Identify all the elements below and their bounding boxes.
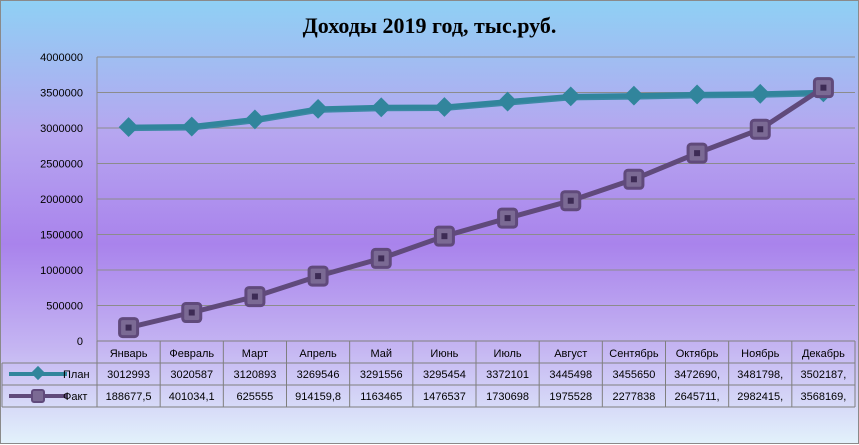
data-point-fact-center <box>315 273 322 280</box>
y-tick-label: 4000000 <box>40 52 83 64</box>
series-line-plan-shadow <box>128 94 824 132</box>
y-tick-label: 0 <box>77 336 83 348</box>
data-label: 1163465 <box>360 391 402 403</box>
data-label: 1975528 <box>549 391 592 403</box>
data-label: 3502187, <box>800 369 846 381</box>
y-tick-label: 2000000 <box>40 194 83 206</box>
data-point-plan <box>750 83 771 104</box>
y-tick-label: 1000000 <box>40 265 83 277</box>
x-tick-label: Январь <box>110 348 148 360</box>
data-label: 3481798, <box>737 369 783 381</box>
y-tick-label: 1500000 <box>40 230 83 242</box>
x-tick-label: Август <box>554 348 587 360</box>
data-label: 1476537 <box>423 391 466 403</box>
data-point-plan <box>308 98 328 119</box>
data-point-plan <box>118 117 139 137</box>
data-label: 3295454 <box>423 369 466 381</box>
data-label: 188677,5 <box>106 391 152 403</box>
data-point-fact-center <box>820 84 827 91</box>
x-tick-label: Июнь <box>430 348 458 360</box>
data-label: 3445498 <box>549 369 592 381</box>
data-label: 3568169, <box>800 391 846 403</box>
data-label: 3269546 <box>297 369 340 381</box>
y-tick-label: 3500000 <box>40 88 83 100</box>
chart-title: Доходы 2019 год, тыс.руб. <box>302 13 557 38</box>
y-tick-label: 500000 <box>46 301 83 313</box>
x-tick-label: Июль <box>494 348 522 360</box>
data-label: 914159,8 <box>295 391 341 403</box>
data-label: 3455650 <box>613 369 656 381</box>
legend-label: План <box>63 369 90 381</box>
x-tick-label: Апрель <box>299 348 337 360</box>
data-point-plan <box>624 85 644 106</box>
data-label: 1730698 <box>486 391 529 403</box>
y-tick-label: 3000000 <box>40 123 83 135</box>
data-point-fact-center <box>125 324 132 331</box>
data-label: 401034,1 <box>169 391 215 403</box>
data-point-fact-center <box>694 150 701 157</box>
x-tick-label: Декабрь <box>802 348 845 360</box>
x-tick-label: Февраль <box>169 348 214 360</box>
data-point-fact-center <box>630 176 637 183</box>
data-point-fact-center <box>251 293 258 300</box>
series-line-plan <box>128 89 824 130</box>
data-label: 2277838 <box>613 391 656 403</box>
legend-label: Факт <box>63 391 87 403</box>
legend-marker <box>31 389 45 403</box>
data-point-plan <box>434 97 455 117</box>
data-point-fact-center <box>441 233 448 240</box>
data-label: 3020587 <box>170 369 213 381</box>
data-label: 2982415, <box>737 391 783 403</box>
data-point-plan <box>371 97 392 118</box>
data-point-fact-center <box>504 215 511 222</box>
data-point-plan <box>560 86 581 107</box>
data-label: 625555 <box>237 391 274 403</box>
data-label: 3372101 <box>486 369 529 381</box>
data-point-fact-center <box>567 197 574 204</box>
data-point-plan <box>181 116 202 137</box>
x-tick-label: Май <box>370 348 392 360</box>
data-point-plan <box>687 84 707 105</box>
x-tick-label: Сентябрь <box>609 348 659 360</box>
data-label: 2645711, <box>675 391 720 403</box>
x-tick-label: Март <box>242 348 268 360</box>
data-label: 3012993 <box>107 369 150 381</box>
data-point-fact-center <box>378 255 385 262</box>
data-point-plan <box>497 91 518 112</box>
data-label: 3472690, <box>674 369 720 381</box>
legend-marker <box>30 365 46 381</box>
data-label: 3291556 <box>360 369 403 381</box>
data-point-fact-center <box>757 126 764 133</box>
y-tick-label: 2500000 <box>40 159 83 171</box>
series-line-fact <box>128 85 825 331</box>
data-point-plan <box>245 109 265 130</box>
x-tick-label: Ноябрь <box>741 348 779 360</box>
data-point-fact-center <box>188 309 195 316</box>
data-label: 3120893 <box>234 369 277 381</box>
x-tick-label: Октябрь <box>676 348 719 360</box>
